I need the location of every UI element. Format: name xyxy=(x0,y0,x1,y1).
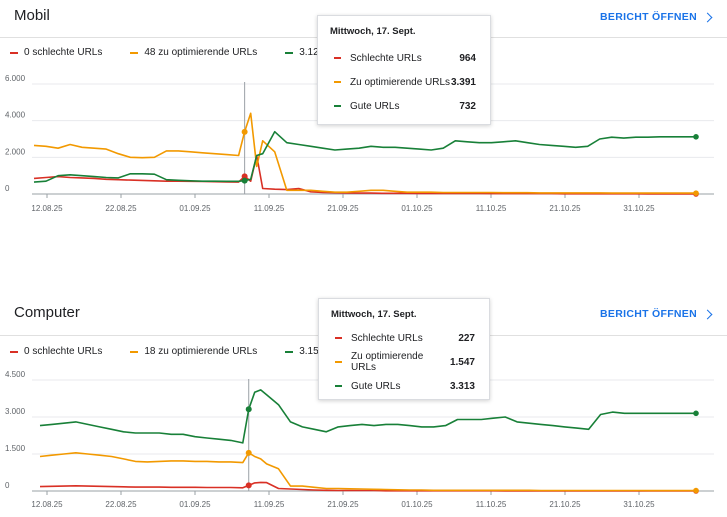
legend-item-needs[interactable]: 18 zu optimierende URLs xyxy=(130,346,257,357)
tooltip-row-needs: Zu optimierende URLs 1.547 xyxy=(335,351,475,373)
hover-point-good xyxy=(241,177,248,184)
tooltip-row-good: Gute URLs 3.313 xyxy=(335,379,475,393)
hover-point-bad xyxy=(241,173,248,180)
x-tick-label: 21.10.25 xyxy=(549,204,581,213)
end-point-good xyxy=(693,134,699,140)
series-line-needs xyxy=(39,452,696,492)
legend-item-bad[interactable]: 0 schlechte URLs xyxy=(10,346,102,357)
panel-title: Computer xyxy=(14,304,80,321)
tooltip-label: Gute URLs xyxy=(350,100,400,112)
hover-point-good xyxy=(245,406,252,413)
open-report-link[interactable]: BERICHT ÖFFNEN xyxy=(600,11,713,23)
x-tick-label: 01.10.25 xyxy=(401,204,433,213)
tooltip-swatch-needs xyxy=(335,361,342,363)
x-tick-label: 11.10.25 xyxy=(476,500,507,509)
x-tick-label: 11.09.25 xyxy=(254,500,285,509)
y-tick-label: 6.000 xyxy=(5,74,26,83)
x-tick-label: 21.09.25 xyxy=(327,204,359,213)
legend-item-needs[interactable]: 48 zu optimierende URLs xyxy=(130,47,257,58)
hover-point-bad xyxy=(245,482,252,489)
tooltip-value: 227 xyxy=(458,332,475,344)
tooltip-date: Mittwoch, 17. Sept. xyxy=(331,309,417,320)
series-line-good xyxy=(39,389,696,444)
series-line-needs xyxy=(33,112,696,194)
x-tick-label: 22.08.25 xyxy=(105,500,137,509)
tooltip-row-needs: Zu optimierende URLs 3.391 xyxy=(334,75,476,89)
legend-label: 18 zu optimierende URLs xyxy=(144,346,258,357)
tooltip-row-bad: Schlechte URLs 227 xyxy=(335,331,475,345)
tooltip-value: 732 xyxy=(459,100,476,112)
legend-swatch-needs xyxy=(130,51,139,54)
tooltip-swatch-good xyxy=(334,105,341,107)
hover-point-needs xyxy=(245,449,252,456)
panel-title: Mobil xyxy=(14,7,50,24)
x-tick-label: 12.08.25 xyxy=(31,204,63,213)
tooltip-swatch-good xyxy=(335,385,342,387)
x-tick-label: 31.10.25 xyxy=(623,204,655,213)
legend-swatch-needs xyxy=(130,350,139,353)
x-tick-label: 21.10.25 xyxy=(549,500,581,509)
end-point-needs xyxy=(693,190,699,196)
series-line-bad xyxy=(33,154,696,195)
tooltip-label: Schlechte URLs xyxy=(351,332,423,344)
y-tick-label: 3.000 xyxy=(5,407,26,416)
x-tick-label: 11.10.25 xyxy=(476,204,507,213)
legend-label: 48 zu optimierende URLs xyxy=(144,47,258,58)
tooltip-value: 3.313 xyxy=(449,380,475,392)
open-report-label: BERICHT ÖFFNEN xyxy=(600,11,697,23)
y-tick-label: 4.500 xyxy=(5,370,26,379)
chart-tooltip: Mittwoch, 17. Sept. Schlechte URLs 227 Zu… xyxy=(318,298,490,400)
x-tick-label: 21.09.25 xyxy=(327,500,359,509)
legend-label: 0 schlechte URLs xyxy=(24,47,103,58)
y-tick-label: 2.000 xyxy=(5,147,26,156)
series-line-good xyxy=(33,130,696,183)
legend-label: 0 schlechte URLs xyxy=(24,346,103,357)
x-tick-label: 01.09.25 xyxy=(179,500,211,509)
x-tick-label: 01.09.25 xyxy=(179,204,211,213)
mobile-panel: Mobil BERICHT ÖFFNEN 0 schlechte URLs 48… xyxy=(0,0,727,255)
tooltip-value: 964 xyxy=(459,52,476,64)
legend-swatch-bad xyxy=(10,350,18,353)
desktop-panel: Computer BERICHT ÖFFNEN 0 schlechte URLs… xyxy=(0,295,727,517)
legend-item-bad[interactable]: 0 schlechte URLs xyxy=(10,47,102,58)
tooltip-label: Gute URLs xyxy=(351,380,401,392)
tooltip-label: Zu optimierende URLs xyxy=(350,76,451,88)
tooltip-date: Mittwoch, 17. Sept. xyxy=(330,26,416,37)
x-tick-label: 11.09.25 xyxy=(254,204,285,213)
hover-point-needs xyxy=(241,128,248,135)
legend-swatch-bad xyxy=(10,51,18,54)
tooltip-value: 1.547 xyxy=(449,356,475,368)
y-tick-label: 0 xyxy=(5,184,10,193)
x-tick-label: 31.10.25 xyxy=(623,500,655,509)
open-report-label: BERICHT ÖFFNEN xyxy=(600,308,697,320)
tooltip-swatch-bad xyxy=(335,337,342,339)
y-tick-label: 4.000 xyxy=(5,111,26,120)
x-tick-label: 12.08.25 xyxy=(31,500,63,509)
chart-tooltip: Mittwoch, 17. Sept. Schlechte URLs 964 Zu… xyxy=(317,15,491,125)
tooltip-label: Zu optimierende URLs xyxy=(351,351,424,373)
tooltip-swatch-bad xyxy=(334,57,341,59)
end-point-good xyxy=(693,410,699,417)
tooltip-row-bad: Schlechte URLs 964 xyxy=(334,51,476,65)
open-report-link[interactable]: BERICHT ÖFFNEN xyxy=(600,308,713,320)
y-tick-label: 0 xyxy=(5,481,10,490)
tooltip-label: Schlechte URLs xyxy=(350,52,422,64)
desktop-line-chart[interactable]: 0 1.500 3.000 4.500 12.08.25 22.08.25 01.09.25… xyxy=(0,295,727,517)
legend-swatch-good xyxy=(285,350,294,353)
tooltip-value: 3.391 xyxy=(450,76,476,88)
tooltip-swatch-needs xyxy=(334,81,341,83)
legend-swatch-good xyxy=(285,51,294,54)
x-tick-label: 22.08.25 xyxy=(105,204,137,213)
end-point-needs xyxy=(693,487,699,494)
x-tick-label: 01.10.25 xyxy=(401,500,433,509)
y-tick-label: 1.500 xyxy=(5,444,26,453)
tooltip-row-good: Gute URLs 732 xyxy=(334,99,476,113)
